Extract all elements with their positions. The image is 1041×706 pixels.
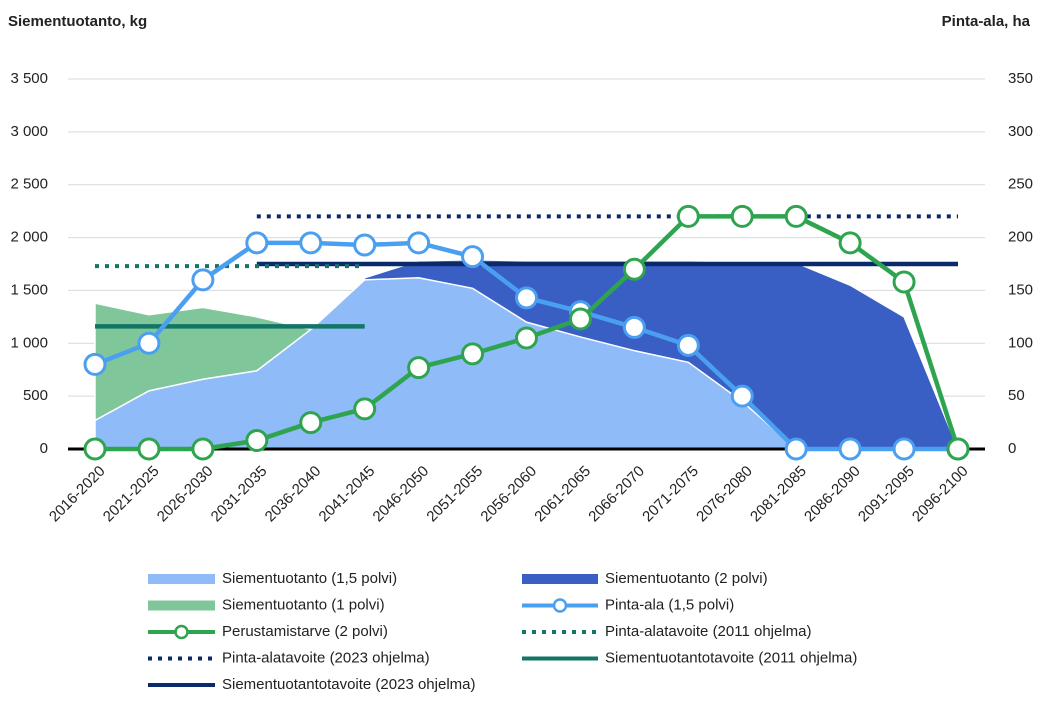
marker — [838, 231, 862, 255]
x-tick-label: 2076-2080 — [693, 463, 756, 526]
marker — [730, 384, 754, 408]
x-tick-label: 2056-2060 — [477, 463, 540, 526]
legend-swatch — [148, 574, 215, 584]
y-axis-title: Siementuotanto, kg — [8, 13, 147, 30]
legend-label: Pinta-ala (1,5 polvi) — [605, 596, 734, 613]
legend-marker — [552, 598, 568, 613]
marker — [353, 397, 377, 421]
marker — [622, 257, 646, 281]
marker — [622, 315, 646, 339]
x-tick-label: 2041-2045 — [316, 463, 379, 526]
x-tick-label: 2071-2075 — [639, 463, 702, 526]
y2-axis-title: Pinta-ala, ha — [942, 13, 1031, 30]
y-tick-label: 2 500 — [10, 176, 48, 193]
marker — [191, 268, 215, 292]
x-tick-label: 2031-2035 — [208, 463, 271, 526]
marker — [784, 204, 808, 228]
marker — [568, 307, 592, 331]
x-tick-label: 2091-2095 — [855, 463, 918, 526]
y-tick-label: 1 500 — [10, 281, 48, 298]
marker — [676, 333, 700, 357]
x-tick-label: 2051-2055 — [423, 463, 486, 526]
legend-label: Perustamistarve (2 polvi) — [222, 623, 388, 640]
y-tick-label: 0 — [40, 440, 48, 457]
x-tick-label: 2086-2090 — [801, 463, 864, 526]
marker — [191, 437, 215, 461]
x-tick-label: 2016-2020 — [46, 463, 109, 526]
marker — [676, 204, 700, 228]
y2-tick-label: 250 — [1008, 176, 1033, 193]
marker — [137, 331, 161, 355]
marker — [730, 204, 754, 228]
marker — [892, 437, 916, 461]
y-tick-label: 1 000 — [10, 334, 48, 351]
y-tick-label: 3 000 — [10, 123, 48, 140]
y-tick-label: 3 500 — [10, 70, 48, 87]
x-tick-label: 2066-2070 — [585, 463, 648, 526]
y2-tick-label: 350 — [1008, 70, 1033, 87]
y2-tick-label: 200 — [1008, 229, 1033, 246]
marker — [299, 411, 323, 435]
y2-tick-label: 50 — [1008, 387, 1025, 404]
legend-label: Siementuotanto (1,5 polvi) — [222, 570, 397, 587]
marker — [946, 437, 970, 461]
marker — [83, 352, 107, 376]
marker — [245, 429, 269, 453]
y-tick-label: 500 — [23, 387, 48, 404]
marker — [461, 245, 485, 269]
legend-label: Siementuotanto (2 polvi) — [605, 570, 768, 587]
marker — [461, 342, 485, 366]
x-tick-label: 2096-2100 — [909, 463, 972, 526]
marker — [515, 326, 538, 350]
marker — [407, 231, 431, 255]
legend-swatch — [148, 600, 215, 611]
legend-swatch — [522, 574, 598, 584]
x-tick-label: 2026-2030 — [154, 463, 217, 526]
legend-label: Siementuotantotavoite (2023 ohjelma) — [222, 676, 476, 693]
marker — [137, 437, 161, 461]
marker — [407, 356, 431, 380]
x-tick-label: 2046-2050 — [370, 463, 433, 526]
marker — [838, 437, 862, 461]
marker — [892, 270, 916, 294]
legend-marker — [174, 624, 189, 640]
x-tick-label: 2061-2065 — [531, 463, 594, 526]
marker — [245, 231, 269, 255]
marker — [83, 437, 107, 461]
y2-tick-label: 100 — [1008, 334, 1033, 351]
marker — [515, 286, 538, 310]
x-tick-label: 2081-2085 — [747, 463, 810, 526]
marker — [353, 233, 377, 257]
y2-tick-label: 150 — [1008, 281, 1033, 298]
x-tick-label: 2036-2040 — [262, 463, 325, 526]
marker — [784, 437, 808, 461]
y2-tick-label: 300 — [1008, 123, 1033, 140]
marker — [299, 231, 323, 255]
legend-label: Siementuotantotavoite (2011 ohjelma) — [605, 649, 857, 666]
x-tick-label: 2021-2025 — [100, 463, 163, 526]
legend-label: Siementuotanto (1 polvi) — [222, 596, 385, 613]
legend-label: Pinta-alatavoite (2023 ohjelma) — [222, 649, 430, 666]
y-tick-label: 2 000 — [10, 229, 48, 246]
y2-tick-label: 0 — [1008, 440, 1016, 457]
legend-label: Pinta-alatavoite (2011 ohjelma) — [605, 623, 812, 640]
